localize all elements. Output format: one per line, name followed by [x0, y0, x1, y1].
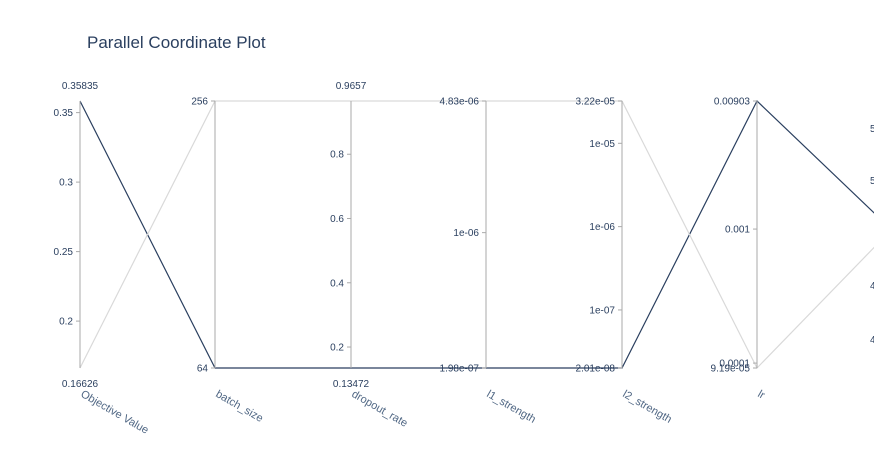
axis-label-objective-value: Objective Value [79, 388, 151, 437]
tick-label-l2-strength-2: 1e-06 [589, 222, 615, 233]
tick-label-l2-strength-1: 1e-05 [589, 139, 615, 150]
tick-label-dropout-rate-1: 0.6 [330, 214, 344, 225]
tick-label-lr-1: 0.001 [725, 225, 750, 236]
tick-label-dropout-rate-3: 0.2 [330, 343, 344, 354]
axis-label-batch-size: batch_size [214, 388, 266, 425]
axis-label-l2-strength: l2_strength [621, 388, 674, 426]
tick-label-objective-value-0: 0.35 [54, 108, 74, 119]
tick-label-l1-strength-1: 1e-06 [453, 228, 479, 239]
tick-label-l1-strength-2: 1.98e-07 [440, 364, 480, 375]
range-min-objective-value: 0.16626 [62, 379, 99, 390]
tick-label-dropout-rate-2: 0.4 [330, 278, 344, 289]
range-max-objective-value: 0.35835 [62, 81, 99, 92]
tick-label-batch-size-1: 64 [197, 364, 209, 375]
tick-label-objective-value-3: 0.2 [59, 317, 73, 328]
tick-label-l1-strength-0: 4.83e-06 [440, 97, 480, 108]
tick-label-objective-value-2: 0.25 [54, 247, 74, 258]
axis-label-dropout-rate: dropout_rate [350, 388, 410, 430]
axis-label-l1-strength: l1_strength [485, 388, 538, 426]
range-max-dropout-rate: 0.9657 [336, 81, 367, 92]
tick-label-l2-strength-0: 3.22e-05 [576, 97, 616, 108]
range-min-dropout-rate: 0.13472 [333, 379, 370, 390]
chart-title: Parallel Coordinate Plot [87, 33, 266, 52]
tick-label-dropout-rate-0: 0.8 [330, 150, 344, 161]
tick-label-lr-3: 9.19e-05 [711, 364, 751, 375]
tick-label-lr-0: 0.00903 [714, 97, 751, 108]
axis-label-lr: lr [756, 388, 768, 402]
cut-off-tick-label-1: 5 [870, 124, 874, 135]
cut-off-tick-label-4: 4 [870, 335, 874, 346]
cut-off-tick-label-2: 5 [870, 176, 874, 187]
cut-off-tick-label-3: 4 [870, 281, 874, 292]
tick-label-l2-strength-3: 1e-07 [589, 305, 615, 316]
tick-label-lr-2: 0.0001 [719, 359, 750, 370]
tick-label-batch-size-0: 256 [191, 97, 208, 108]
tick-label-l2-strength-4: 2.01e-08 [576, 364, 616, 375]
tick-label-objective-value-1: 0.3 [59, 178, 73, 189]
